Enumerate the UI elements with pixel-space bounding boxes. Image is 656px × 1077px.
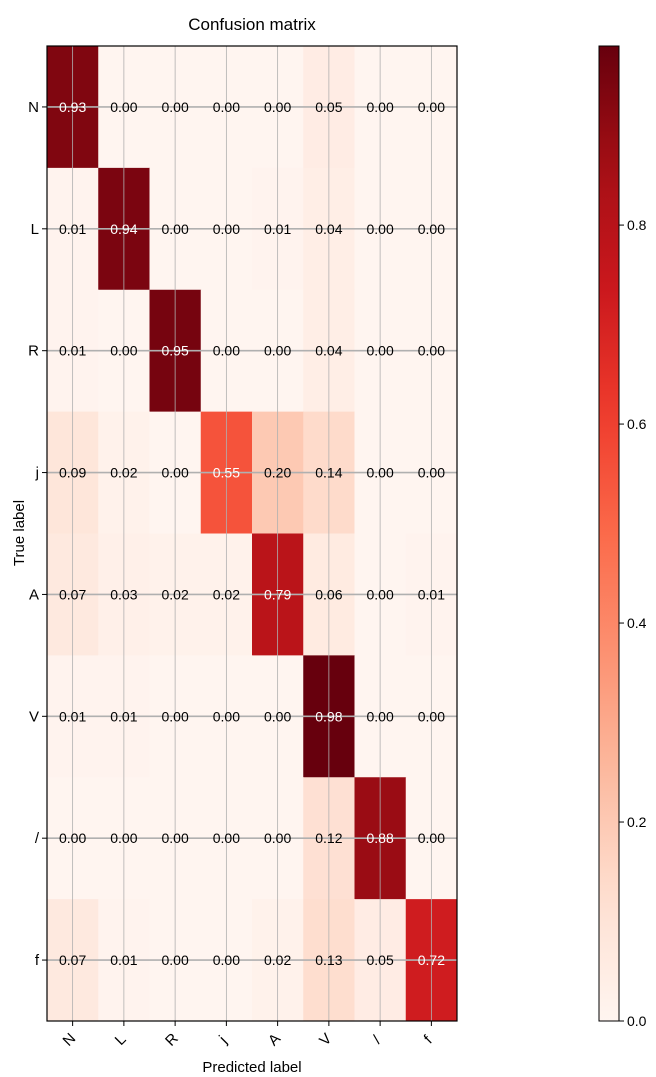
cell-value-label: 0.01 bbox=[59, 221, 86, 237]
cell-value-label: 0.79 bbox=[264, 586, 291, 602]
heatmap-cells bbox=[47, 46, 458, 1022]
cell-value-label: 0.01 bbox=[264, 221, 291, 237]
cell-value-label: 0.02 bbox=[110, 465, 137, 481]
cell-value-label: 0.06 bbox=[315, 586, 342, 602]
cell-value-label: 0.00 bbox=[162, 465, 189, 481]
cell-value-label: 0.05 bbox=[367, 952, 394, 968]
cell-value-label: 0.00 bbox=[110, 830, 137, 846]
cell-value-label: 0.00 bbox=[162, 708, 189, 724]
cell-value-label: 0.00 bbox=[213, 99, 240, 115]
cell-value-label: 0.07 bbox=[59, 952, 86, 968]
cell-value-label: 0.01 bbox=[110, 952, 137, 968]
cell-value-label: 0.02 bbox=[213, 586, 240, 602]
colorbar-tick-label: 0.8 bbox=[627, 217, 647, 233]
y-axis-ticks: N L Rj A V / f bbox=[28, 99, 47, 969]
cell-value-label: 0.00 bbox=[418, 708, 445, 724]
cell-value-label: 0.02 bbox=[264, 952, 291, 968]
cell-value-label: 0.00 bbox=[213, 343, 240, 359]
x-tick-label: j bbox=[215, 1033, 230, 1048]
y-tick-label: L bbox=[31, 221, 39, 238]
cell-value-label: 0.00 bbox=[213, 830, 240, 846]
colorbar-ticks: 0.0 0.2 0.4 0.6 0.8 bbox=[619, 217, 647, 1029]
cell-value-label: 0.00 bbox=[213, 952, 240, 968]
cell-value-label: 0.12 bbox=[315, 830, 342, 846]
cell-value-label: 0.01 bbox=[59, 708, 86, 724]
cell-value-label: 0.00 bbox=[59, 830, 86, 846]
cell-value-label: 0.00 bbox=[264, 343, 291, 359]
y-axis-label: True label bbox=[11, 500, 28, 566]
cell-value-label: 0.00 bbox=[264, 830, 291, 846]
cell-value-label: 0.00 bbox=[367, 586, 394, 602]
cell-value-label: 0.93 bbox=[59, 99, 86, 115]
cell-value-label: 0.98 bbox=[315, 708, 342, 724]
cell-value-label: 0.01 bbox=[418, 586, 445, 602]
cell-value-label: 0.00 bbox=[213, 221, 240, 237]
x-tick-label: / bbox=[369, 1032, 385, 1048]
cell-value-label: 0.94 bbox=[110, 221, 137, 237]
cell-value-label: 0.00 bbox=[264, 708, 291, 724]
cell-value-label: 0.72 bbox=[418, 952, 445, 968]
plot-frame bbox=[46, 45, 458, 1022]
cell-value-label: 0.00 bbox=[367, 465, 394, 481]
y-tick-label: A bbox=[29, 586, 39, 603]
x-axis-label: Predicted label bbox=[202, 1059, 301, 1076]
cell-value-label: 0.04 bbox=[315, 343, 342, 359]
cell-value-label: 0.00 bbox=[418, 465, 445, 481]
cell-value-label: 0.07 bbox=[59, 586, 86, 602]
x-tick-label: L bbox=[112, 1031, 130, 1049]
x-tick-label: A bbox=[265, 1030, 284, 1049]
cell-value-label: 0.88 bbox=[367, 830, 394, 846]
cell-value-label: 0.00 bbox=[367, 221, 394, 237]
cell-value-label: 0.14 bbox=[315, 465, 342, 481]
y-tick-label: / bbox=[35, 830, 40, 847]
cell-value-label: 0.00 bbox=[418, 343, 445, 359]
cell-value-label: 0.00 bbox=[162, 99, 189, 115]
cell-value-label: 0.04 bbox=[315, 221, 342, 237]
cell-value-labels: 0.93 0.00 0.00 0.00 0.00 0.05 0.00 0.00 0.01 0.94… bbox=[59, 99, 445, 968]
cell-value-label: 0.00 bbox=[367, 708, 394, 724]
cell-value-label: 0.00 bbox=[110, 343, 137, 359]
cell-value-label: 0.13 bbox=[315, 952, 342, 968]
x-tick-label: f bbox=[421, 1032, 437, 1048]
cell-value-label: 0.00 bbox=[418, 830, 445, 846]
grid-lines bbox=[47, 46, 457, 1021]
x-tick-label: N bbox=[60, 1030, 80, 1050]
cell-value-label: 0.00 bbox=[162, 952, 189, 968]
y-tick-label: R bbox=[28, 343, 39, 360]
cell-value-label: 0.02 bbox=[162, 586, 189, 602]
x-tick-label: R bbox=[162, 1030, 182, 1050]
y-tick-label: V bbox=[29, 708, 39, 725]
cell-value-label: 0.03 bbox=[110, 586, 137, 602]
y-tick-label: N bbox=[28, 99, 39, 116]
cell-value-label: 0.95 bbox=[162, 343, 189, 359]
cell-value-label: 0.01 bbox=[110, 708, 137, 724]
cell-value-label: 0.00 bbox=[264, 99, 291, 115]
cell-value-label: 0.05 bbox=[315, 99, 342, 115]
cell-value-label: 0.09 bbox=[59, 465, 86, 481]
x-tick-label: V bbox=[316, 1030, 335, 1049]
cell-value-label: 0.00 bbox=[162, 830, 189, 846]
colorbar-tick-label: 0.6 bbox=[627, 416, 647, 432]
y-tick-label: f bbox=[35, 952, 40, 969]
cell-value-label: 0.00 bbox=[162, 221, 189, 237]
y-tick-label: j bbox=[35, 465, 39, 482]
cell-value-label: 0.00 bbox=[367, 343, 394, 359]
cell-value-label: 0.00 bbox=[418, 221, 445, 237]
colorbar-tick-label: 0.0 bbox=[627, 1013, 647, 1029]
cell-value-label: 0.00 bbox=[418, 99, 445, 115]
cell-value-label: 0.01 bbox=[59, 343, 86, 359]
cell-value-label: 0.20 bbox=[264, 465, 291, 481]
cell-value-label: 0.00 bbox=[213, 708, 240, 724]
chart-title: Confusion matrix bbox=[188, 15, 316, 34]
cell-value-label: 0.55 bbox=[213, 465, 240, 481]
colorbar-tick-label: 0.4 bbox=[627, 615, 647, 631]
colorbar-tick-label: 0.2 bbox=[627, 814, 647, 830]
colorbar bbox=[598, 45, 620, 1022]
cell-value-label: 0.00 bbox=[367, 99, 394, 115]
cell-value-label: 0.00 bbox=[110, 99, 137, 115]
